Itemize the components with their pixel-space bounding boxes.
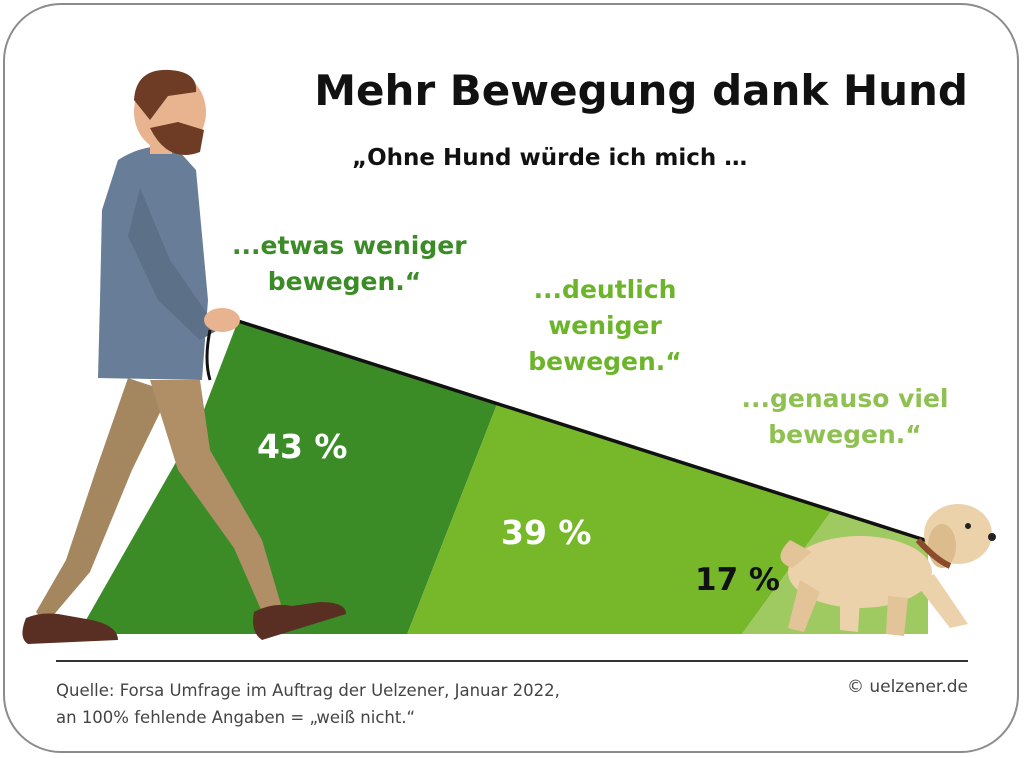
segment-deutlich-weniger	[407, 403, 832, 634]
category-label-line: bewegen.“	[267, 267, 422, 296]
source-line: Quelle: Forsa Umfrage im Auftrag der Uel…	[56, 681, 560, 700]
leash-line	[237, 319, 929, 543]
walking-man-illustration	[22, 69, 346, 644]
copyright-link[interactable]: © uelzener.de	[846, 677, 968, 697]
chart-subtitle: „Ohne Hund würde ich mich …	[352, 145, 748, 171]
category-label-line: bewegen.“	[768, 420, 922, 449]
chart-title: Mehr Bewegung dank Hund	[314, 66, 968, 115]
source-line: an 100% fehlende Angaben = „weiß nicht.“	[56, 708, 416, 727]
category-label-line: ...genauso viel	[741, 384, 949, 413]
footer-divider	[56, 660, 968, 662]
category-label-line: ...etwas weniger	[232, 231, 467, 260]
category-label-genauso-viel: ...genauso viel bewegen.“	[735, 381, 955, 453]
category-label-line: weniger	[548, 311, 662, 340]
walking-dog-illustration	[780, 504, 996, 636]
value-label-39: 39 %	[501, 513, 592, 552]
category-label-line: ...deutlich	[533, 275, 677, 304]
value-label-17: 17 %	[695, 562, 780, 598]
category-label-etwas-weniger: ...etwas weniger bewegen.“	[232, 228, 467, 300]
category-label-deutlich-weniger: ...deutlich weniger bewegen.“	[510, 272, 700, 380]
source-note: Quelle: Forsa Umfrage im Auftrag der Uel…	[56, 677, 560, 731]
category-label-line: bewegen.“	[528, 347, 682, 376]
value-label-43: 43 %	[257, 427, 348, 466]
segment-etwas-weniger	[78, 321, 498, 634]
